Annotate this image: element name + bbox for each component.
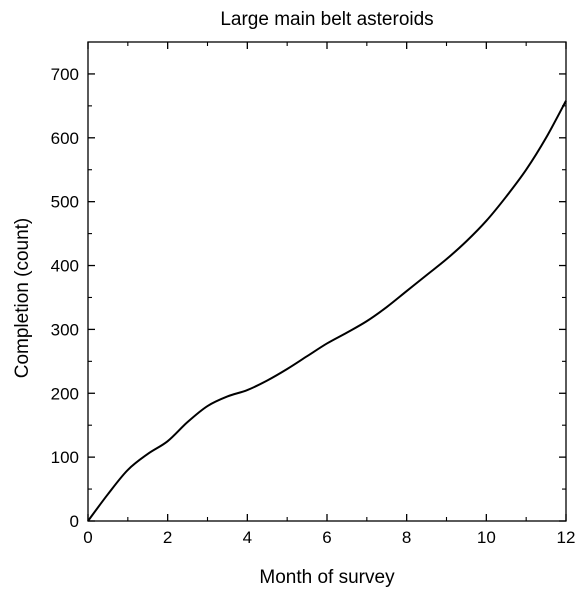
x-tick-label: 4 [243, 528, 252, 547]
y-tick-label: 500 [51, 193, 79, 212]
y-tick-label: 100 [51, 448, 79, 467]
series-line-completion [87, 100, 567, 522]
chart-title: Large main belt asteroids [220, 9, 433, 30]
y-tick-label: 200 [51, 384, 79, 403]
y-axis: 0 100 200 300 400 500 600 700 [51, 65, 566, 531]
plot-frame [87, 41, 567, 522]
x-tick-label: 12 [557, 528, 576, 547]
x-tick-label: 10 [477, 528, 496, 547]
x-axis-label: Month of survey [259, 567, 395, 588]
y-tick-label: 300 [51, 320, 79, 339]
x-tick-label: 2 [163, 528, 172, 547]
y-tick-label: 400 [51, 257, 79, 276]
x-tick-label: 0 [83, 528, 92, 547]
y-tick-label: 0 [70, 512, 79, 531]
y-tick-label: 600 [51, 129, 79, 148]
x-tick-label: 8 [402, 528, 411, 547]
y-axis-label: Completion (count) [12, 218, 33, 379]
x-axis: 0 2 4 6 8 10 12 [83, 42, 575, 547]
y-tick-label: 700 [51, 65, 79, 84]
x-tick-label: 6 [322, 528, 331, 547]
